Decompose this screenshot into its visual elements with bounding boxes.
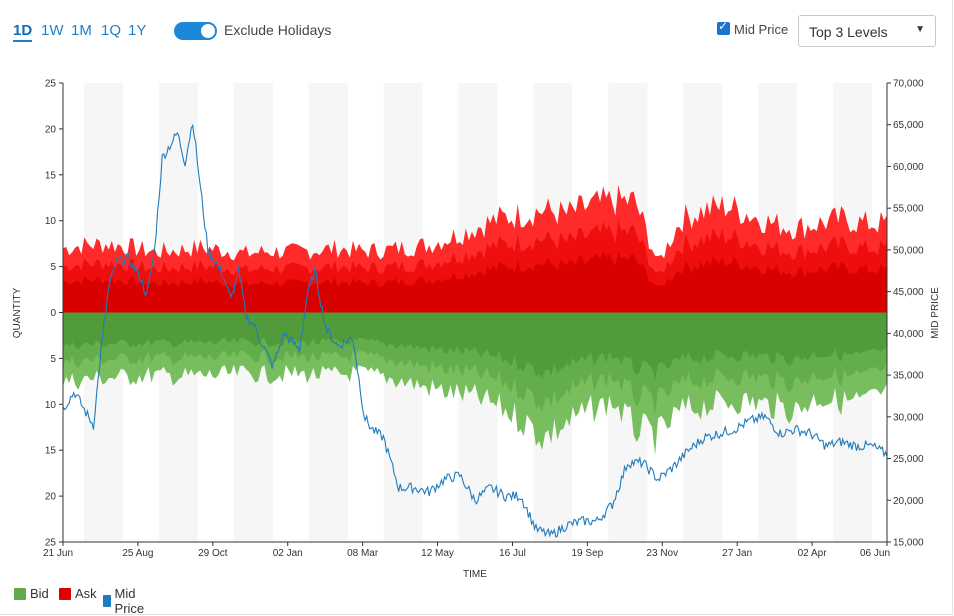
y-tick-label: 25: [45, 538, 57, 549]
legend-item-bid[interactable]: Bid: [14, 586, 49, 601]
timeframe-1d-button[interactable]: 1D: [13, 22, 33, 42]
y2-tick-label: 45,000: [893, 287, 924, 298]
mid-price-checkbox-label[interactable]: Mid Price: [734, 22, 789, 37]
y2-tick-label: 35,000: [893, 371, 924, 382]
legend-label-ask: Ask: [75, 586, 97, 601]
exclude-holidays-toggle[interactable]: [174, 22, 217, 40]
checkmark-icon: ✓: [718, 19, 729, 33]
chevron-down-icon: ▼: [915, 24, 925, 35]
legend-item-mid-price[interactable]: Mid Price: [103, 586, 149, 616]
x-tick-label: 21 Jun: [43, 548, 73, 559]
legend-swatch-ask: [59, 587, 71, 600]
y-tick-label: 10: [45, 216, 57, 227]
bid-depth-level-3: [63, 312, 887, 381]
y2-tick-label: 40,000: [893, 329, 924, 340]
y2-tick-label: 55,000: [893, 204, 924, 215]
y2-tick-label: 70,000: [893, 79, 924, 90]
legend-item-ask[interactable]: Ask: [59, 586, 97, 601]
y-tick-label: 5: [50, 262, 56, 273]
y-tick-label: 25: [45, 79, 57, 90]
y2-tick-label: 20,000: [893, 496, 924, 507]
levels-select-value: Top 3 Levels: [809, 24, 888, 40]
timeframe-1w-button[interactable]: 1W: [41, 22, 64, 39]
exclude-holidays-label: Exclude Holidays: [224, 22, 332, 38]
x-tick-label: 29 Oct: [198, 548, 228, 559]
ask-depth-level-3: [63, 251, 887, 313]
legend-swatch-bid: [14, 587, 26, 600]
legend-label-mid-price: Mid Price: [114, 586, 145, 616]
mid-price-line-group: [62, 123, 888, 538]
y-tick-label: 20: [45, 124, 57, 135]
y-axis-title: QUANTITY: [12, 287, 23, 338]
y2-tick-label: 65,000: [893, 120, 924, 131]
x-axis-title: TIME: [463, 569, 487, 580]
x-tick-label: 12 May: [421, 548, 454, 559]
y2-tick-label: 60,000: [893, 162, 924, 173]
depth-areas: [63, 184, 887, 455]
y2-axis-title: MID PRICE: [930, 287, 941, 339]
x-tick-label: 06 Jun: [860, 548, 890, 559]
timeframe-1q-button[interactable]: 1Q: [101, 22, 122, 39]
y2-tick-label: 50,000: [893, 245, 924, 256]
y-tick-label: 10: [45, 400, 57, 411]
y2-tick-label: 25,000: [893, 454, 924, 465]
y2-tick-label: 15,000: [893, 538, 924, 549]
x-tick-label: 02 Jan: [273, 548, 303, 559]
y-tick-label: 5: [50, 354, 56, 365]
y-tick-label: 15: [45, 446, 57, 457]
x-tick-label: 23 Nov: [646, 548, 678, 559]
legend-label-bid: Bid: [30, 586, 49, 601]
mid-price-checkbox[interactable]: ✓: [717, 19, 730, 35]
levels-select[interactable]: Top 3 Levels ▼: [798, 15, 936, 47]
y-tick-label: 15: [45, 170, 57, 181]
x-tick-label: 19 Sep: [572, 548, 604, 559]
x-tick-label: 02 Apr: [798, 548, 828, 559]
axes: 25 20 15 10 5 0 5 10 15 20 25 70,000 65,000 60,000 55,…: [43, 79, 924, 560]
toggle-knob: [201, 24, 215, 38]
timeframe-1y-button[interactable]: 1Y: [128, 22, 147, 39]
x-tick-label: 16 Jul: [499, 548, 526, 559]
mid-price-line: [62, 123, 888, 538]
x-tick-label: 08 Mar: [347, 548, 379, 559]
y2-tick-label: 30,000: [893, 412, 924, 423]
x-tick-label: 27 Jan: [722, 548, 752, 559]
y-tick-label: 20: [45, 492, 57, 503]
legend-swatch-mid-price: [103, 595, 111, 607]
x-tick-label: 25 Aug: [122, 548, 153, 559]
y-tick-label: 0: [50, 308, 56, 319]
toolbar: 1D 1W 1M 1Q 1Y Exclude Holidays ✓ Mid Pr…: [0, 0, 954, 60]
timeframe-1m-button[interactable]: 1M: [71, 22, 92, 39]
